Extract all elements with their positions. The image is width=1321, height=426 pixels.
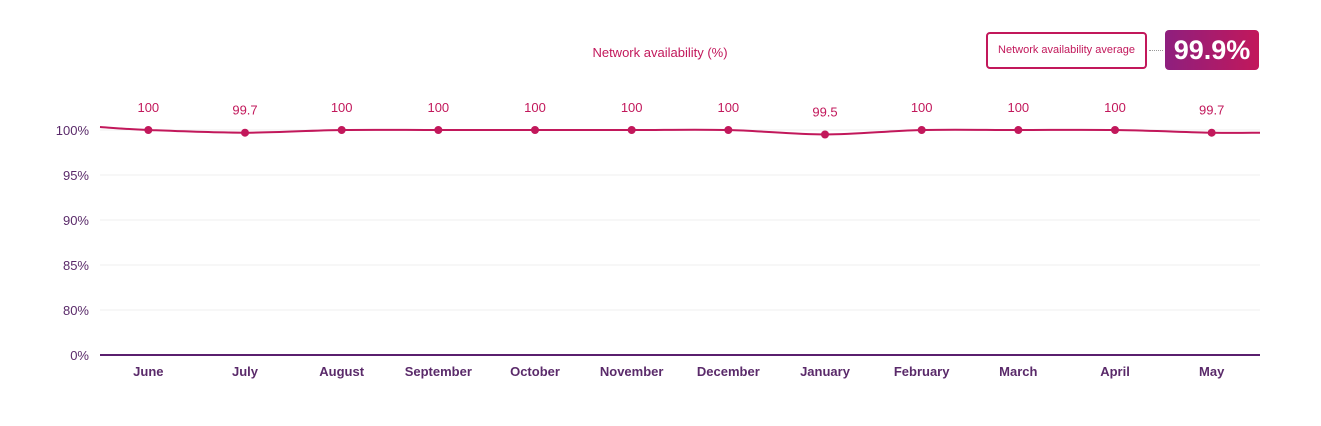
data-label: 100	[1104, 100, 1126, 115]
x-tick-label: July	[232, 364, 259, 379]
data-label: 100	[137, 100, 159, 115]
average-value-badge: 99.9%	[1165, 30, 1259, 70]
average-label-box: Network availability average	[986, 32, 1147, 69]
y-tick-label: 85%	[63, 258, 89, 273]
data-label: 99.7	[1199, 103, 1224, 118]
x-tick-label: September	[405, 364, 472, 379]
chart-title: Network availability (%)	[592, 45, 727, 60]
data-point	[434, 126, 443, 134]
data-label: 99.7	[232, 103, 257, 118]
y-tick-label: 80%	[63, 303, 89, 318]
x-tick-label: April	[1100, 364, 1130, 379]
y-tick-label: 95%	[63, 168, 89, 183]
data-point	[531, 126, 539, 134]
x-tick-label: June	[133, 364, 163, 379]
data-point	[1207, 128, 1216, 137]
data-point	[627, 126, 636, 134]
data-label: 100	[524, 100, 546, 115]
average-value: 99.9%	[1173, 34, 1251, 65]
y-tick-label: 100%	[56, 123, 90, 138]
series-line	[99, 126, 1261, 136]
x-tick-label: March	[999, 364, 1037, 379]
data-point	[337, 126, 346, 134]
x-tick-label: January	[800, 364, 851, 379]
data-label: 100	[621, 100, 643, 115]
x-tick-label: December	[697, 364, 760, 379]
data-point	[241, 128, 249, 137]
data-label: 100	[717, 100, 739, 115]
data-point	[1111, 126, 1119, 134]
average-connector	[1149, 50, 1163, 51]
data-point	[917, 126, 926, 134]
data-point	[144, 126, 153, 134]
average-label: Network availability average	[998, 44, 1135, 56]
x-tick-label: February	[894, 364, 950, 379]
data-label: 100	[427, 100, 449, 115]
x-tick-label: May	[1199, 364, 1225, 379]
x-tick-label: November	[600, 364, 664, 379]
data-point	[724, 126, 733, 134]
x-tick-label: August	[319, 364, 364, 379]
data-label: 99.5	[812, 105, 837, 120]
y-tick-label: 0%	[70, 348, 89, 363]
data-label: 100	[331, 100, 353, 115]
y-tick-label: 90%	[63, 213, 89, 228]
data-point	[821, 130, 829, 139]
data-label: 100	[1007, 100, 1029, 115]
data-point	[1014, 126, 1023, 134]
x-tick-label: October	[510, 364, 560, 379]
data-label: 100	[911, 100, 933, 115]
